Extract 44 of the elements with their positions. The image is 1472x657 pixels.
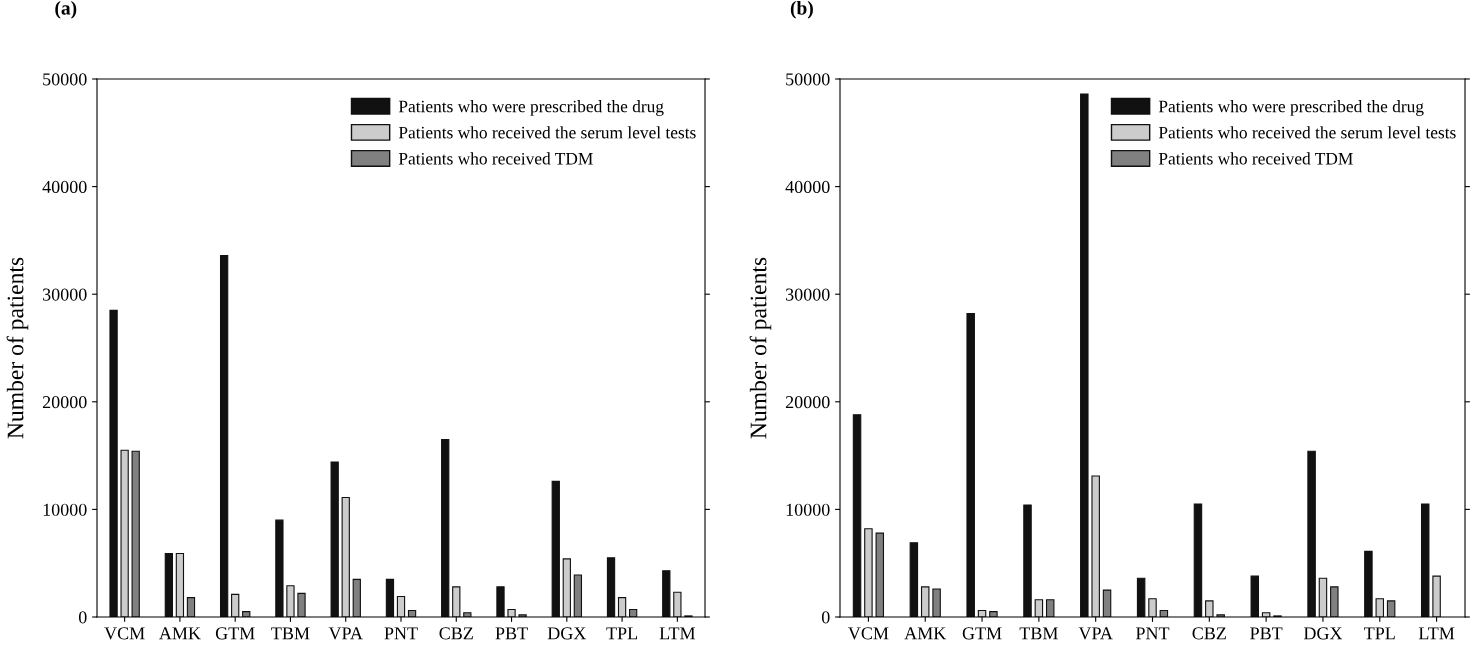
y-axis-title: Number of patients	[6, 257, 29, 439]
x-tick-label: CBZ	[1192, 627, 1226, 640]
legend-label: Patients who were prescribed the drug	[1158, 100, 1424, 116]
x-tick-label: AMK	[904, 627, 947, 640]
x-tick-label: PBT	[1250, 627, 1283, 640]
chart-title: (a)	[55, 0, 77, 19]
y-tick-label: 30000	[43, 288, 87, 301]
x-tick-label: LTM	[1418, 627, 1455, 640]
x-tick-label: VPA	[1078, 627, 1113, 640]
legend-label: Patients who received TDM	[398, 152, 593, 165]
x-tick-label: TBM	[271, 627, 310, 640]
x-tick-label: VCM	[104, 627, 145, 640]
legend-label: Patients who received the serum level tests	[1158, 126, 1456, 139]
y-tick-label: 0	[78, 611, 87, 624]
x-tick-label: PBT	[495, 627, 528, 640]
x-tick-label: TPL	[1364, 627, 1395, 640]
y-tick-label: 50000	[43, 73, 87, 86]
y-tick-label: 40000	[785, 180, 830, 194]
x-tick-label: PNT	[384, 627, 418, 640]
x-tick-label: GTM	[215, 627, 255, 640]
x-tick-label: LTM	[659, 627, 696, 640]
y-tick-label: 40000	[42, 180, 87, 194]
x-tick-label: CBZ	[439, 627, 473, 640]
x-tick-label: AMK	[159, 627, 201, 640]
legend-label: Patients who were prescribed the drug	[398, 100, 664, 116]
y-tick-label: 30000	[786, 288, 830, 301]
y-axis-title: Number of patients	[749, 257, 772, 439]
x-tick-label: TPL	[606, 627, 638, 640]
x-tick-label: DGX	[547, 627, 587, 640]
x-tick-label: DGX	[1303, 627, 1343, 640]
y-tick-label: 20000	[42, 396, 87, 409]
x-tick-label: VCM	[848, 627, 889, 640]
y-tick-label: 10000	[43, 503, 87, 516]
y-tick-label: 50000	[786, 73, 830, 86]
y-tick-label: 0	[821, 611, 830, 624]
legend-label: Patients who received the serum level tests	[398, 126, 696, 139]
x-tick-label: GTM	[962, 627, 1002, 640]
y-tick-label: 20000	[785, 396, 830, 409]
legend-label: Patients who received TDM	[1158, 152, 1353, 165]
y-tick-label: 10000	[786, 503, 830, 516]
x-tick-label: PNT	[1135, 627, 1170, 640]
x-tick-label: VPA	[328, 627, 363, 640]
chart-title: (b)	[790, 0, 813, 19]
x-tick-label: TBM	[1019, 627, 1058, 640]
